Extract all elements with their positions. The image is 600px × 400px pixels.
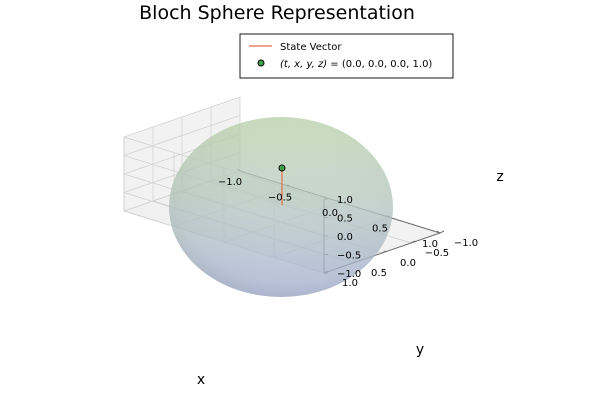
x-tick — [436, 230, 441, 234]
z-tick-label: 1.0 — [337, 195, 353, 206]
y-tick-label: −1.0 — [454, 238, 478, 249]
legend-box — [239, 33, 454, 79]
y-tick-label: 1.0 — [342, 278, 358, 289]
z-tick-label: 0.0 — [337, 232, 353, 243]
legend-label-state-vector: State Vector — [280, 42, 342, 53]
legend-marker-swatch — [257, 59, 265, 67]
legend-label-state-tuple-value: = (0.0, 0.0, 0.0, 1.0) — [327, 59, 432, 70]
y-tick-label: −0.5 — [425, 248, 449, 259]
legend-label-state-tuple: (t, x, y, z) = (0.0, 0.0, 0.0, 1.0) — [280, 59, 432, 70]
x-axis-label: x — [197, 372, 205, 388]
y-tick-label: 0.0 — [400, 258, 416, 269]
tick-labels: −1.0−1.0−1.0−0.5−0.5−0.50.00.00.00.50.50… — [218, 177, 478, 289]
y-tick — [439, 230, 445, 234]
y-tick-label: 0.5 — [371, 268, 387, 279]
y-tick — [410, 240, 416, 244]
chart-title: Bloch Sphere Representation — [139, 2, 415, 24]
sphere-shading — [169, 117, 393, 297]
data-marks — [278, 164, 286, 205]
legend: State Vector (t, x, y, z) = (0.0, 0.0, 0… — [239, 33, 454, 79]
y-axis-label: y — [416, 342, 424, 358]
x-tick-label: −0.5 — [268, 193, 292, 204]
legend-label-state-tuple-vars: (t, x, y, z) — [280, 59, 327, 70]
y-tick — [381, 250, 387, 254]
side-wall-gridline — [123, 96, 241, 138]
side-wall-gridline — [123, 115, 241, 156]
x-tick-label: 1.0 — [422, 239, 438, 250]
x-tick-label: 0.0 — [322, 208, 338, 219]
x-tick-label: −1.0 — [218, 177, 242, 188]
z-tick-label: −0.5 — [337, 251, 361, 262]
state-point-marker — [278, 164, 286, 172]
bloch-sphere-surface — [169, 117, 393, 297]
z-tick-label: 0.5 — [337, 214, 353, 225]
z-tick-label: −1.0 — [337, 269, 361, 280]
z-axis-label: z — [496, 169, 503, 185]
x-tick-label: 0.5 — [372, 224, 388, 235]
